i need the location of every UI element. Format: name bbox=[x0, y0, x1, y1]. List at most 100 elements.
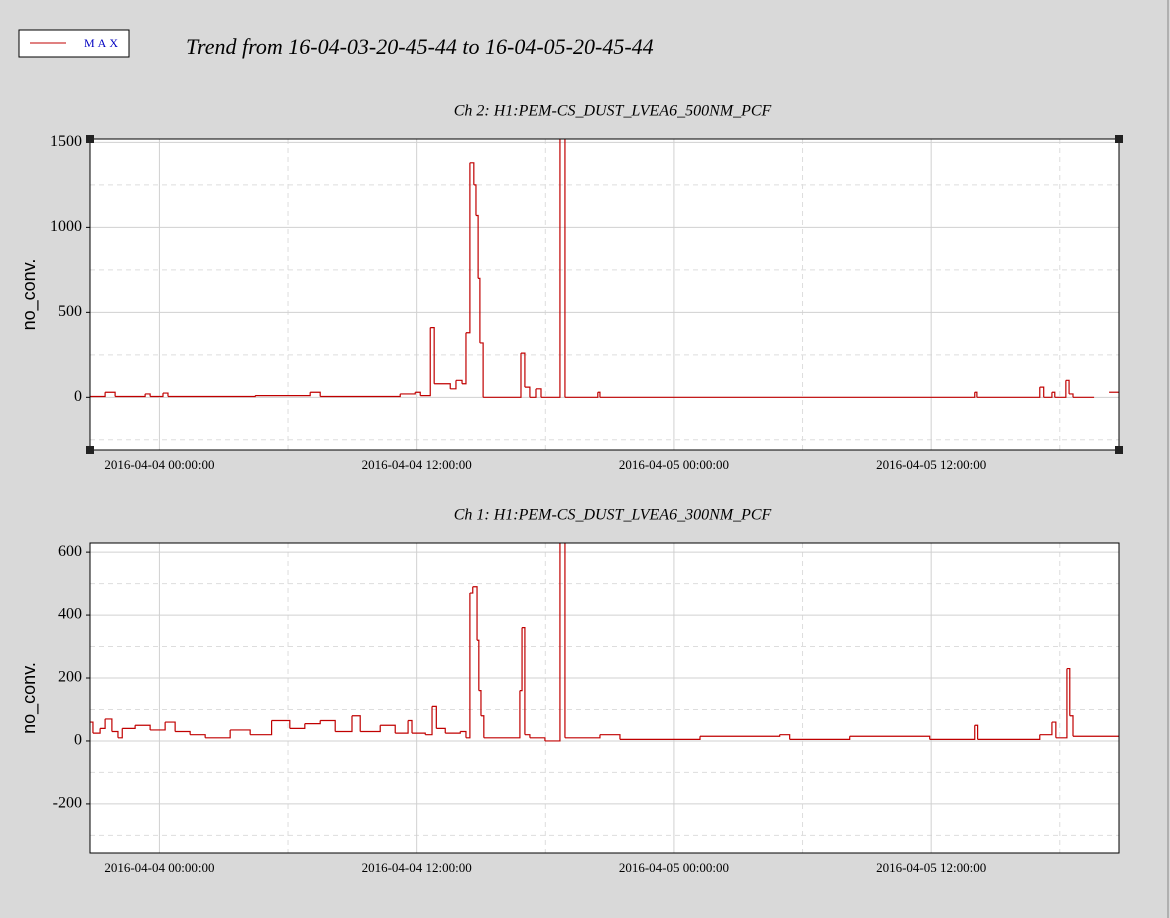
step-segment bbox=[450, 380, 457, 390]
step-segment bbox=[455, 379, 463, 384]
step-segment bbox=[974, 724, 979, 740]
step-segment bbox=[475, 214, 479, 279]
page-title: Trend from 16-04-03-20-45-44 to 16-04-05… bbox=[186, 34, 654, 59]
step-segment bbox=[977, 734, 1041, 740]
step-segment bbox=[1055, 668, 1068, 739]
step-segment bbox=[1069, 715, 1074, 737]
step-segment bbox=[395, 720, 409, 734]
step-segment bbox=[974, 391, 978, 398]
step-segment bbox=[351, 715, 361, 732]
plot-border bbox=[89, 542, 1120, 854]
legend-box bbox=[18, 29, 130, 58]
plot-area bbox=[90, 543, 1119, 853]
step-segment bbox=[175, 730, 191, 735]
selection-handle bbox=[86, 446, 94, 454]
x-tick-label: 2016-04-05 00:00:00 bbox=[619, 860, 729, 875]
step-segment bbox=[564, 543, 566, 738]
step-segment bbox=[205, 729, 231, 739]
step-segment bbox=[520, 352, 526, 388]
step-segment bbox=[430, 327, 435, 384]
step-segment bbox=[250, 720, 273, 736]
step-segment bbox=[380, 724, 396, 734]
selection-handle bbox=[86, 135, 94, 143]
step-segment bbox=[105, 391, 116, 397]
step-segment bbox=[271, 719, 291, 729]
step-segment bbox=[479, 342, 484, 398]
step-segment bbox=[100, 718, 106, 729]
step-segment bbox=[599, 392, 976, 398]
step-segment bbox=[976, 387, 1041, 398]
x-tick-label: 2016-04-05 12:00:00 bbox=[876, 860, 986, 875]
step-segment bbox=[360, 725, 381, 733]
step-segment bbox=[540, 139, 561, 398]
step-segment bbox=[310, 391, 321, 397]
step-segment bbox=[529, 737, 546, 741]
step-segment bbox=[432, 705, 437, 729]
plot-border bbox=[89, 138, 1120, 451]
step-segment bbox=[619, 736, 701, 740]
step-segment bbox=[230, 729, 251, 735]
step-segment bbox=[150, 393, 164, 398]
step-segment bbox=[483, 353, 522, 398]
step-segment bbox=[478, 690, 482, 716]
step-segment bbox=[519, 627, 523, 692]
step-segment bbox=[445, 731, 461, 734]
x-tick-label: 2016-04-04 12:00:00 bbox=[362, 457, 472, 472]
step-segment bbox=[524, 734, 531, 738]
step-segment bbox=[465, 593, 471, 739]
step-segment bbox=[162, 392, 169, 397]
step-segment bbox=[564, 392, 599, 398]
y-tick-label: 200 bbox=[58, 669, 82, 686]
step-segment bbox=[90, 392, 106, 398]
y-tick-label: 500 bbox=[58, 303, 82, 320]
step-segment bbox=[1051, 391, 1056, 398]
step-segment bbox=[320, 393, 401, 398]
step-segment bbox=[415, 391, 421, 396]
step-segment bbox=[478, 277, 481, 343]
legend-label: MAX bbox=[84, 36, 121, 50]
selection-handle bbox=[1115, 446, 1123, 454]
step-segment bbox=[434, 383, 451, 389]
step-segment bbox=[90, 721, 94, 734]
step-segment bbox=[111, 730, 119, 738]
step-segment bbox=[477, 639, 480, 691]
y-tick-label: 400 bbox=[58, 606, 82, 623]
y-axis-label: no_conv. bbox=[19, 259, 40, 331]
step-segment bbox=[150, 722, 166, 731]
step-segment bbox=[524, 386, 531, 398]
step-segment bbox=[564, 734, 601, 739]
step-segment bbox=[1069, 393, 1074, 398]
step-segment bbox=[145, 393, 151, 397]
step-segment bbox=[473, 184, 477, 216]
step-segment bbox=[425, 706, 433, 736]
step-segment bbox=[165, 721, 176, 732]
step-segment bbox=[779, 734, 791, 740]
step-segment bbox=[1054, 380, 1067, 398]
step-segment bbox=[122, 725, 136, 729]
step-segment bbox=[255, 392, 311, 397]
x-tick-label: 2016-04-05 12:00:00 bbox=[876, 457, 986, 472]
step-segment bbox=[599, 734, 621, 740]
step-segment bbox=[1039, 722, 1053, 736]
step-segment bbox=[320, 719, 336, 732]
series bbox=[90, 139, 1119, 398]
step-segment bbox=[1066, 667, 1071, 716]
step-segment bbox=[465, 162, 471, 334]
step-segment bbox=[1065, 379, 1070, 394]
y-tick-label: 0 bbox=[74, 388, 82, 405]
plot-area bbox=[90, 139, 1119, 450]
chart-title: Ch 1: H1:PEM-CS_DUST_LVEA6_300NM_PCF bbox=[454, 507, 772, 524]
step-segment bbox=[597, 391, 601, 398]
step-segment bbox=[564, 139, 566, 398]
step-segment bbox=[105, 718, 113, 732]
legend: MAX bbox=[18, 29, 130, 58]
chart-title: Ch 2: H1:PEM-CS_DUST_LVEA6_500NM_PCF bbox=[454, 103, 772, 120]
step-segment bbox=[469, 586, 474, 594]
series bbox=[90, 543, 1119, 742]
step-segment bbox=[535, 388, 542, 398]
step-segment bbox=[462, 332, 467, 385]
y-tick-label: -200 bbox=[53, 795, 82, 812]
y-tick-label: 600 bbox=[58, 543, 82, 560]
step-segment bbox=[522, 627, 526, 735]
